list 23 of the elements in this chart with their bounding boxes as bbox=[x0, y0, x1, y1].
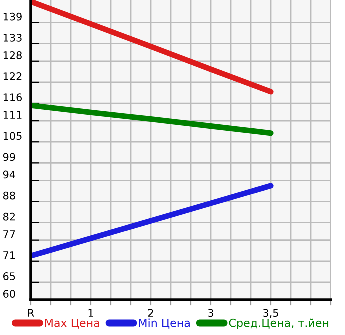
legend-label: Max Цена bbox=[45, 319, 100, 329]
y-tick-label: 139 bbox=[4, 12, 22, 21]
y-tick-label: 94 bbox=[3, 170, 16, 179]
y-tick-label: 88 bbox=[3, 192, 16, 200]
x-tick-label: 3,5 bbox=[264, 309, 278, 318]
y-tick-label: 82 bbox=[3, 212, 15, 221]
x-tick-label: 1 bbox=[88, 309, 94, 317]
y-tick-label: 105 bbox=[4, 132, 22, 140]
y-tick-label: 122 bbox=[4, 72, 22, 80]
legend-label: Сред.Цена, т.йен bbox=[229, 318, 329, 330]
y-tick-label: 116 bbox=[4, 94, 22, 102]
y-tick-label: 128 bbox=[4, 52, 22, 60]
y-tick-label: 133 bbox=[4, 34, 22, 42]
y-tick-label: 99 bbox=[3, 153, 16, 162]
y-tick-label: 71 bbox=[4, 252, 16, 260]
x-tick-label: 3 bbox=[208, 309, 214, 318]
legend-label: Min Цена bbox=[139, 318, 190, 329]
y-tick-label: 60 bbox=[4, 290, 16, 298]
y-tick-label: 77 bbox=[4, 230, 16, 238]
x-tick-label: 2 bbox=[148, 309, 154, 317]
y-tick-label: 111 bbox=[4, 111, 22, 119]
y-tick-label: 65 bbox=[4, 272, 16, 280]
x-tick-label: R bbox=[28, 309, 34, 317]
